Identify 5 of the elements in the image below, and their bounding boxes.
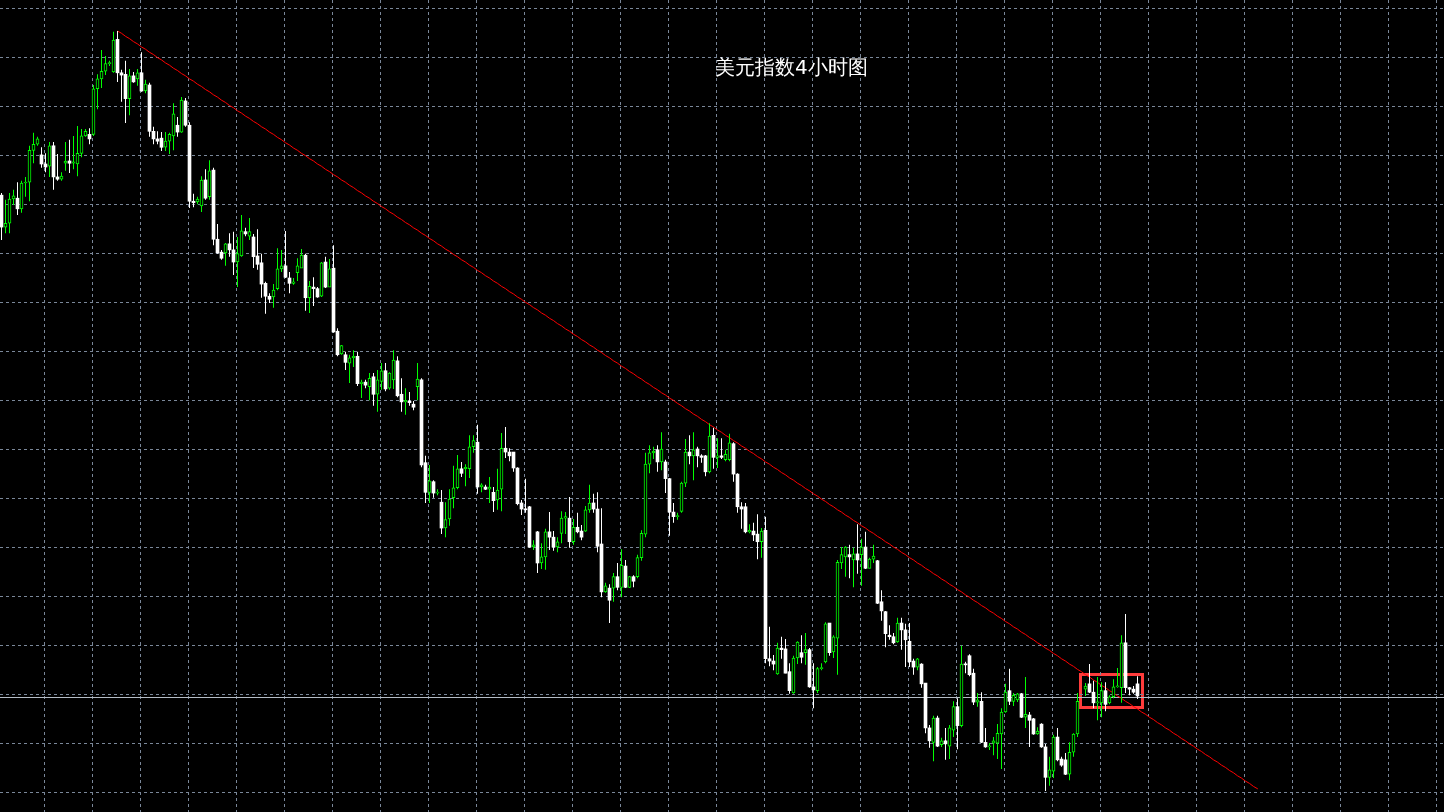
candlestick xyxy=(23,176,28,197)
candlestick xyxy=(715,438,720,468)
text: 美元指数4小时图 xyxy=(715,55,868,79)
candlestick xyxy=(563,512,568,535)
candlestick xyxy=(71,135,76,170)
